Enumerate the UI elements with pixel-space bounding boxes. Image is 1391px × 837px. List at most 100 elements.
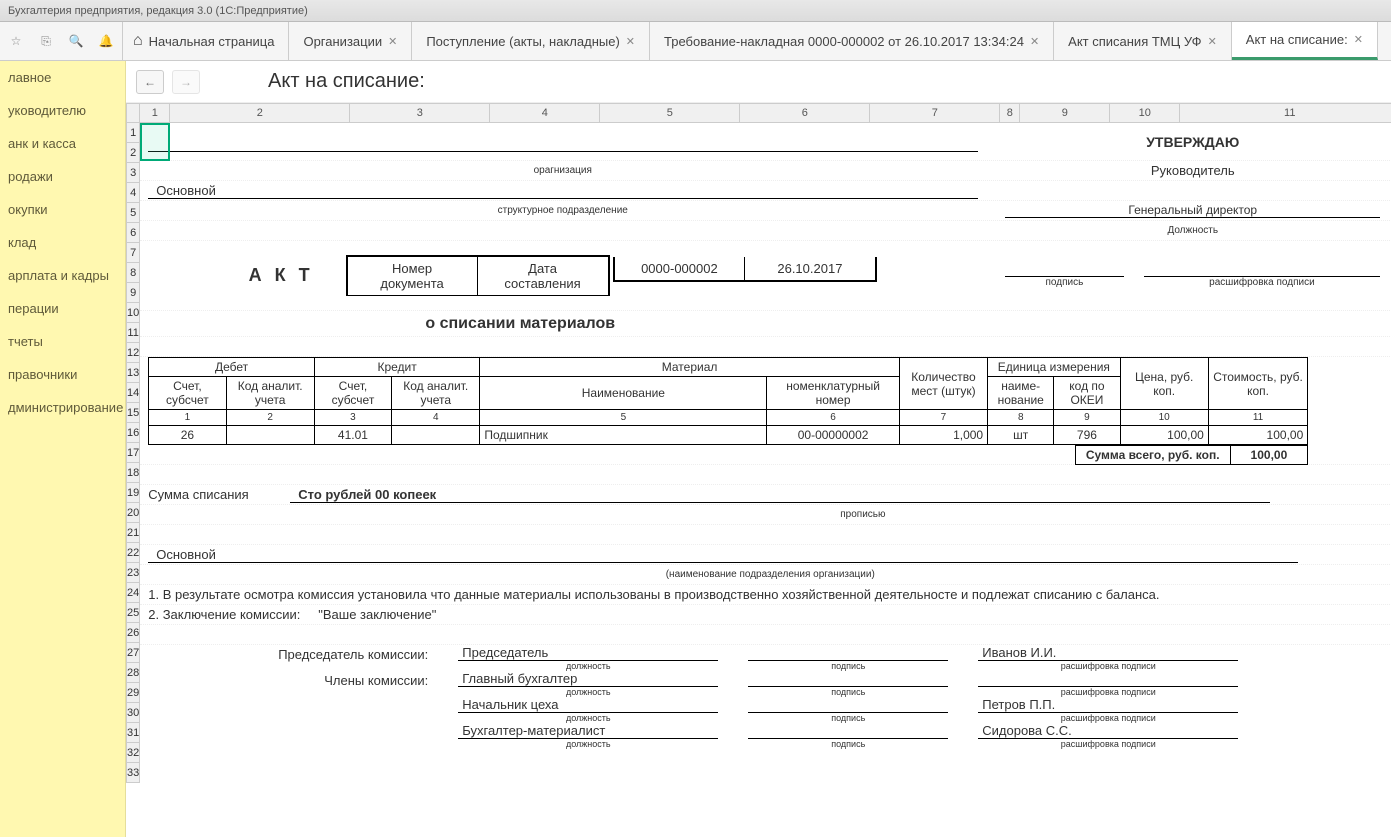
doc-date: 26.10.2017 (745, 257, 875, 280)
line1: 1. В результате осмотра комиссия установ… (140, 587, 1300, 602)
row-number[interactable]: 21 (126, 523, 140, 543)
tab[interactable]: Акт списания ТМЦ УФ✕ (1054, 22, 1232, 60)
row-number[interactable]: 27 (126, 643, 140, 663)
sidebar-item[interactable]: родажи (0, 160, 125, 193)
row-number[interactable]: 25 (126, 603, 140, 623)
sidebar-item[interactable]: окупки (0, 193, 125, 226)
sidebar-item[interactable]: перации (0, 292, 125, 325)
signature-row: Бухгалтер-материалистдолжностьподписьСид… (148, 723, 1391, 749)
close-icon[interactable]: ✕ (1354, 33, 1363, 46)
tabs: ⌂Начальная страницаОрганизации✕Поступлен… (122, 22, 1391, 60)
decode-cap: расшифровка подписи (1144, 277, 1381, 288)
akt-label: А К Т (249, 265, 326, 286)
tab[interactable]: Акт на списание:✕ (1232, 22, 1378, 60)
row-number[interactable]: 11 (126, 323, 140, 343)
tab[interactable]: Требование-накладная 0000-000002 от 26.1… (650, 22, 1054, 60)
sidebar-item[interactable]: уководителю (0, 94, 125, 127)
row-number[interactable]: 26 (126, 623, 140, 643)
row-number[interactable]: 28 (126, 663, 140, 683)
close-icon[interactable]: ✕ (1030, 35, 1039, 48)
tab[interactable]: Поступление (акты, накладные)✕ (412, 22, 650, 60)
row-number[interactable]: 32 (126, 743, 140, 763)
approve-role: Руководитель (985, 163, 1391, 178)
col-header[interactable]: 10 (1110, 104, 1180, 122)
row-number[interactable]: 4 (126, 183, 140, 203)
line2-label: 2. Заключение комиссии: (140, 607, 310, 622)
sidebar-item[interactable]: дминистрирование (0, 391, 125, 424)
row-number[interactable]: 1 (126, 123, 140, 143)
total-value: 100,00 (1230, 445, 1309, 465)
row-number[interactable]: 33 (126, 763, 140, 783)
content: ← → Акт на списание: 1234567891011121314… (126, 61, 1391, 837)
items-table: Дебет Кредит Материал Количество мест (ш… (148, 357, 1308, 445)
dept2: Основной (148, 547, 1298, 563)
row-number[interactable]: 24 (126, 583, 140, 603)
row-number[interactable]: 18 (126, 463, 140, 483)
spreadsheet-body[interactable]: УТВЕРЖДАЮ орагнизация Руководитель Основ… (140, 123, 1391, 749)
sign-cap: подпись (1005, 277, 1123, 288)
doc-title: Акт на списание: (268, 70, 425, 93)
tab[interactable]: Организации✕ (289, 22, 412, 60)
col-header[interactable]: 3 (350, 104, 490, 122)
row-number[interactable]: 12 (126, 343, 140, 363)
row-number[interactable]: 16 (126, 423, 140, 443)
sidebar-item[interactable]: тчеты (0, 325, 125, 358)
row-number[interactable]: 2 (126, 143, 140, 163)
col-header[interactable]: 11 (1180, 104, 1391, 122)
col-header[interactable]: 6 (740, 104, 870, 122)
col-header[interactable]: 1 (140, 104, 170, 122)
date-label: Дата составления (478, 257, 608, 295)
row-number[interactable]: 13 (126, 363, 140, 383)
col-header[interactable]: 2 (170, 104, 350, 122)
subtitle: о списании материалов (140, 315, 1391, 333)
sidebar-item[interactable]: правочники (0, 358, 125, 391)
row-number[interactable]: 30 (126, 703, 140, 723)
close-icon[interactable]: ✕ (388, 35, 397, 48)
approve-label: УТВЕРЖДАЮ (985, 134, 1391, 150)
bell-icon[interactable]: 🔔 (96, 34, 116, 48)
line2-val: "Ваше заключение" (310, 607, 436, 622)
row-number[interactable]: 5 (126, 203, 140, 223)
col-header[interactable]: 7 (870, 104, 1000, 122)
col-header[interactable]: 9 (1020, 104, 1110, 122)
row-number[interactable]: 17 (126, 443, 140, 463)
row-number[interactable]: 15 (126, 403, 140, 423)
doc-num: 0000-000002 (615, 257, 745, 280)
col-header[interactable]: 4 (490, 104, 600, 122)
row-number[interactable]: 9 (126, 283, 140, 303)
clipboard-icon[interactable]: ⎘ (36, 34, 56, 49)
sidebar-item[interactable]: анк и касса (0, 127, 125, 160)
home-icon: ⌂ (133, 32, 143, 50)
row-number[interactable]: 19 (126, 483, 140, 503)
col-header[interactable]: 5 (600, 104, 740, 122)
row-number[interactable]: 8 (126, 263, 140, 283)
row-number[interactable]: 29 (126, 683, 140, 703)
row-number[interactable]: 6 (126, 223, 140, 243)
sidebar-item[interactable]: клад (0, 226, 125, 259)
row-number[interactable]: 31 (126, 723, 140, 743)
sidebar-item[interactable]: лавное (0, 61, 125, 94)
signature-row: Члены комиссии:Главный бухгалтердолжност… (148, 671, 1391, 697)
col-header[interactable]: 8 (1000, 104, 1020, 122)
tab[interactable]: ⌂Начальная страница (123, 22, 289, 60)
row-number[interactable]: 20 (126, 503, 140, 523)
close-icon[interactable]: ✕ (626, 35, 635, 48)
row-number[interactable]: 22 (126, 543, 140, 563)
cell-cursor (140, 123, 170, 161)
row-number[interactable]: 10 (126, 303, 140, 323)
row-number[interactable]: 7 (126, 243, 140, 263)
sidebar: лавноеуководителюанк и кассародажиокупки… (0, 61, 126, 837)
struct-caption: структурное подразделение (140, 205, 985, 216)
forward-button[interactable]: → (172, 70, 200, 94)
director-role: Генеральный директор (1005, 203, 1380, 218)
row-number[interactable]: 23 (126, 563, 140, 583)
star-icon[interactable]: ☆ (6, 34, 26, 48)
row-number[interactable]: 14 (126, 383, 140, 403)
row-number[interactable]: 3 (126, 163, 140, 183)
back-button[interactable]: ← (136, 70, 164, 94)
search-icon[interactable]: 🔍 (66, 34, 86, 48)
signature-row: Председатель комиссии:Председательдолжно… (148, 645, 1391, 671)
close-icon[interactable]: ✕ (1208, 35, 1217, 48)
department: Основной (148, 183, 978, 199)
sidebar-item[interactable]: арплата и кадры (0, 259, 125, 292)
